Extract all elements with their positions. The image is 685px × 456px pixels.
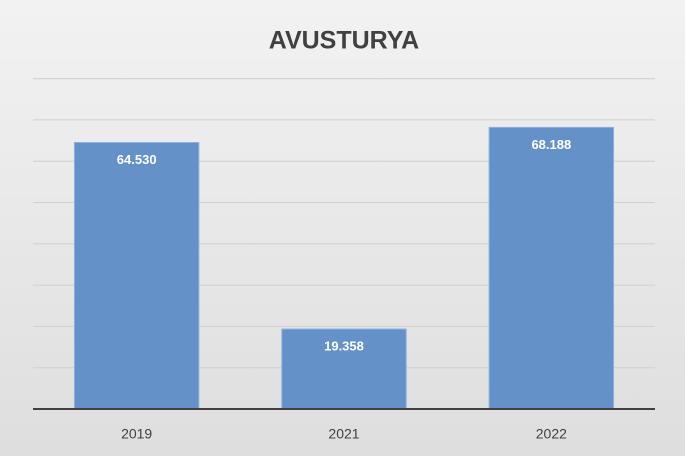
bar: [281, 328, 407, 410]
bar: [488, 126, 615, 410]
data-label: 19.358: [324, 338, 364, 353]
data-label: 68.188: [531, 137, 571, 152]
bar: [73, 141, 200, 410]
x-tick-label: 2021: [328, 426, 359, 442]
data-label: 64.530: [117, 152, 157, 167]
x-tick-label: 2019: [121, 426, 152, 442]
chart-title: AVUSTURYA: [269, 27, 420, 55]
x-tick-label: 2022: [536, 426, 567, 442]
